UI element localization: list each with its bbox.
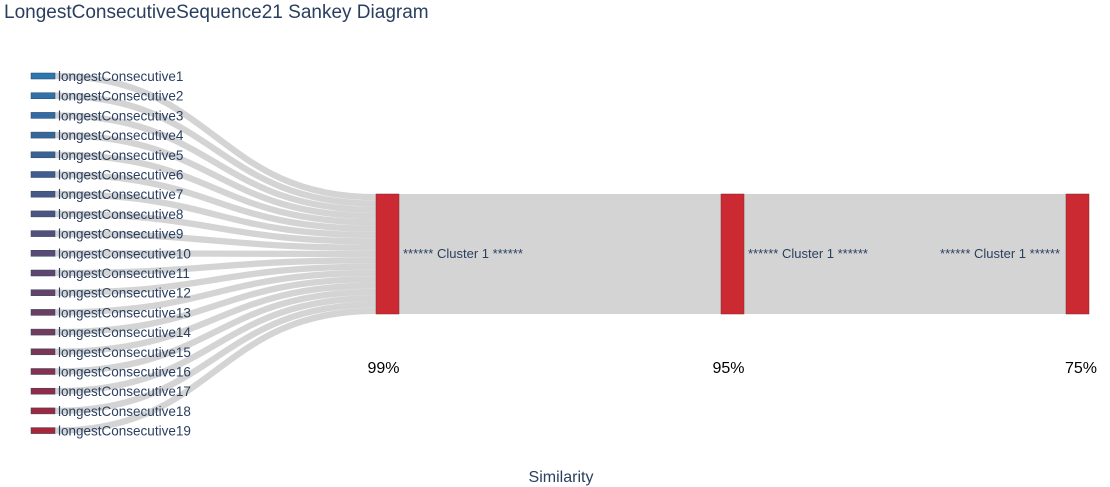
similarity-level-label: 99% [367, 360, 399, 377]
source-node-label: longestConsecutive19 [58, 424, 191, 439]
source-node[interactable] [30, 348, 56, 356]
source-node-label: longestConsecutive15 [58, 345, 191, 360]
cluster-node-label: ****** Cluster 1 ****** [403, 246, 523, 261]
source-node-label: longestConsecutive17 [58, 384, 191, 399]
cluster-node[interactable] [375, 193, 400, 315]
x-axis-label: Similarity [529, 469, 594, 486]
source-node-label: longestConsecutive13 [58, 305, 191, 320]
flow-link [54, 112, 377, 213]
flow-link [54, 295, 377, 395]
cluster-node[interactable] [720, 193, 745, 315]
source-node[interactable] [30, 210, 56, 218]
source-node[interactable] [30, 368, 56, 375]
flow-link [54, 131, 377, 220]
flow-link [54, 269, 377, 316]
source-node-label: longestConsecutive12 [58, 286, 191, 301]
source-node[interactable] [30, 407, 56, 415]
flow-link [54, 282, 377, 355]
source-node[interactable] [30, 250, 56, 257]
source-node[interactable] [30, 171, 56, 178]
flow-link [54, 210, 377, 245]
chart-title: LongestConsecutiveSequence21 Sankey Diag… [4, 2, 429, 23]
flow-link [54, 72, 377, 201]
source-node-label: longestConsecutive1 [58, 69, 183, 84]
flow-link [54, 288, 377, 375]
source-node[interactable] [30, 427, 56, 434]
cluster-flow-link [744, 194, 1066, 314]
source-node[interactable] [30, 289, 56, 296]
source-node[interactable] [30, 92, 56, 99]
flow-link [54, 92, 377, 207]
similarity-level-label: 75% [1065, 360, 1097, 377]
flow-link [54, 250, 377, 258]
nodes [30, 72, 1090, 434]
source-node-label: longestConsecutive11 [58, 266, 190, 281]
source-node[interactable] [30, 269, 56, 277]
source-node-label: longestConsecutive14 [58, 325, 191, 340]
cluster-node[interactable] [1065, 193, 1090, 315]
flow-link [54, 276, 377, 336]
source-node-label: longestConsecutive10 [58, 246, 191, 261]
source-node-label: longestConsecutive5 [58, 148, 183, 163]
flow-link [54, 151, 377, 226]
flow-link [54, 191, 377, 239]
source-node-label: longestConsecutive16 [58, 365, 191, 380]
cluster-node-label: ****** Cluster 1 ****** [940, 246, 1060, 261]
source-node-label: longestConsecutive9 [58, 227, 183, 242]
flow-link [54, 171, 377, 232]
cluster-node-label: ****** Cluster 1 ****** [748, 246, 868, 261]
source-node[interactable] [30, 328, 56, 336]
source-node-label: longestConsecutive2 [58, 89, 183, 104]
source-node-label: longestConsecutive6 [58, 168, 183, 183]
flow-links [54, 72, 1066, 434]
flow-link [54, 263, 377, 296]
flow-link [54, 301, 377, 415]
source-node-label: longestConsecutive8 [58, 207, 183, 222]
source-node[interactable] [30, 387, 56, 395]
node-labels: longestConsecutive1 longestConsecutive2 lo… [58, 69, 1097, 439]
source-node[interactable] [30, 151, 56, 159]
source-node-label: longestConsecutive3 [58, 108, 183, 123]
source-node[interactable] [30, 131, 56, 139]
source-node-label: longestConsecutive7 [58, 187, 183, 202]
flow-link [54, 230, 377, 251]
source-node[interactable] [30, 112, 56, 119]
flow-link [54, 307, 377, 434]
source-node[interactable] [30, 190, 56, 198]
flow-link [54, 257, 377, 277]
similarity-level-label: 95% [712, 360, 744, 377]
cluster-flow-link [399, 194, 721, 314]
source-node-label: longestConsecutive4 [58, 128, 184, 143]
source-node[interactable] [30, 309, 56, 316]
source-node-label: longestConsecutive18 [58, 404, 191, 419]
source-node[interactable] [30, 230, 56, 237]
source-node[interactable] [30, 72, 56, 80]
